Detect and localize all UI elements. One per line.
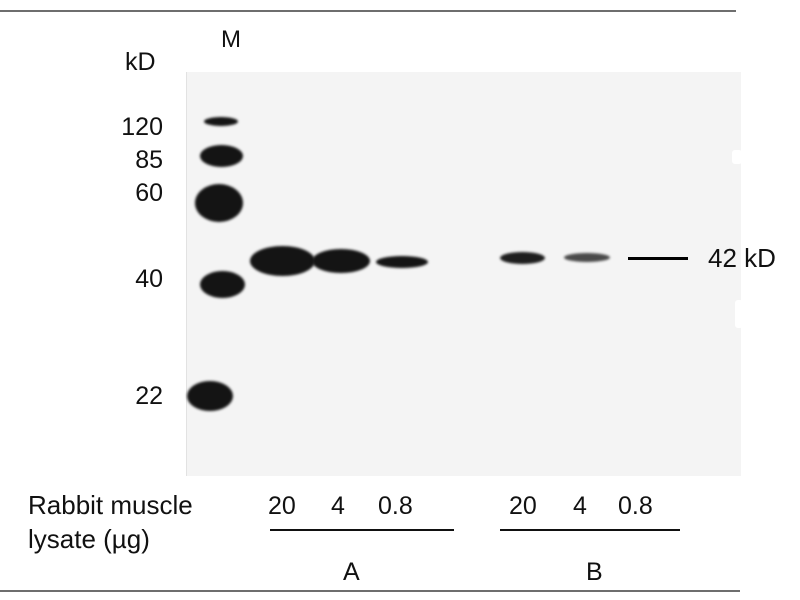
- amount-a-0-8: 0.8: [378, 492, 413, 520]
- group-a-label: A: [343, 558, 360, 586]
- group-b-label: B: [586, 558, 603, 586]
- target-band-label: 42 kD: [708, 243, 776, 273]
- mw-marker-120: 120: [121, 113, 163, 141]
- mw-marker-60: 60: [135, 179, 163, 207]
- marker-lane-label: M: [221, 26, 241, 53]
- ladder-band-120: [204, 117, 238, 126]
- sample-band-b-20: [500, 252, 545, 264]
- sample-label-line-1: Rabbit muscle: [28, 490, 193, 520]
- mw-marker-22: 22: [135, 382, 163, 410]
- amount-a-20: 20: [268, 492, 296, 520]
- ladder-band-85: [200, 145, 243, 167]
- mw-marker-40: 40: [135, 265, 163, 293]
- group-a-underline: [270, 529, 454, 531]
- sample-band-b-4: [564, 253, 610, 262]
- group-b-underline: [500, 529, 680, 531]
- membrane-notch: [735, 300, 743, 328]
- bottom-border-line: [0, 590, 740, 592]
- sample-label-line-2: lysate (µg): [28, 524, 150, 554]
- membrane-notch: [732, 150, 742, 164]
- ladder-band-22: [187, 381, 233, 411]
- sample-band-a-0-8: [376, 256, 428, 268]
- sample-band-a-20: [250, 246, 315, 276]
- unit-label: kD: [125, 48, 156, 76]
- sample-band-a-4: [312, 249, 370, 273]
- amount-b-0-8: 0.8: [618, 492, 653, 520]
- amount-b-4: 4: [573, 492, 587, 520]
- target-band-indicator-line: [628, 257, 688, 260]
- ladder-band-60: [195, 184, 243, 222]
- ladder-band-40: [200, 271, 245, 298]
- amount-a-4: 4: [331, 492, 345, 520]
- top-border-line: [0, 10, 736, 12]
- mw-marker-85: 85: [135, 146, 163, 174]
- amount-b-20: 20: [509, 492, 537, 520]
